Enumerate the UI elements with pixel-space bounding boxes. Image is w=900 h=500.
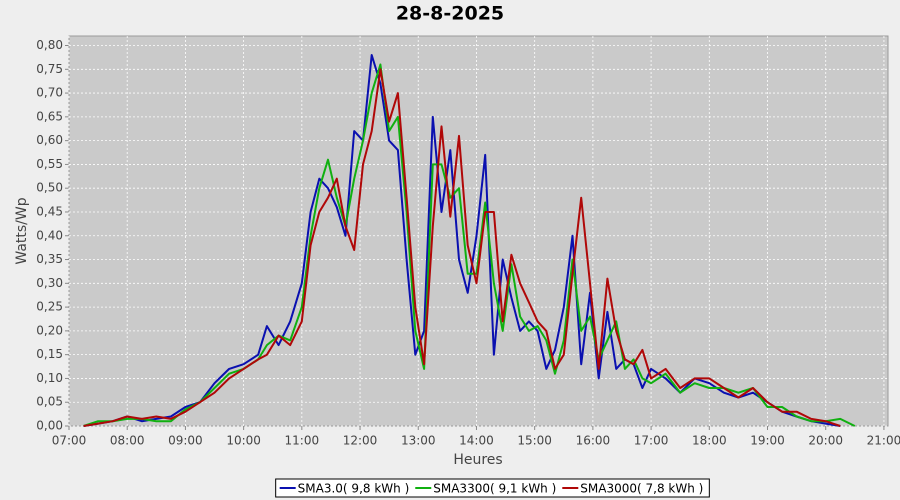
x-tick-label: 11:00 (285, 434, 320, 448)
plot-area (68, 35, 889, 427)
x-tick-label: 14:00 (459, 434, 494, 448)
x-tick-label: 13:00 (401, 434, 436, 448)
series-line (83, 54, 841, 427)
legend-label: SMA3.0( 9,8 kWh ) (298, 482, 410, 496)
y-tick-label: 0,45 (36, 204, 63, 218)
x-tick-label: 09:00 (168, 434, 203, 448)
x-tick-label: 20:00 (808, 434, 843, 448)
y-tick-label: 0,10 (36, 371, 63, 385)
y-tick-label: 0,70 (36, 86, 63, 100)
x-tick-label: 15:00 (517, 434, 552, 448)
series-line (83, 68, 841, 427)
x-tick-label: 17:00 (634, 434, 669, 448)
x-tick-label: 08:00 (110, 434, 145, 448)
y-tick-label: 0,30 (36, 276, 63, 290)
y-tick-label: 0,80 (36, 38, 63, 52)
y-tick-label: 0,40 (36, 228, 63, 242)
legend-label: SMA3300( 9,1 kWh ) (433, 482, 556, 496)
y-tick-label: 0,60 (36, 133, 63, 147)
x-axis-label: Heures (453, 452, 502, 468)
legend: SMA3.0( 9,8 kWh ) SMA3300( 9,1 kWh ) SMA30… (275, 478, 710, 498)
y-tick-label: 0,25 (36, 300, 63, 314)
x-tick-label: 12:00 (343, 434, 378, 448)
x-tick-label: 19:00 (750, 434, 785, 448)
legend-box (275, 478, 710, 498)
y-axis-label: Watts/Wp (14, 197, 30, 264)
x-tick-label: 10:00 (226, 434, 261, 448)
y-tick-label: 0,05 (36, 395, 63, 409)
y-tick-label: 0,00 (36, 419, 63, 433)
x-tick-label: 16:00 (576, 434, 611, 448)
y-tick-label: 0,20 (36, 323, 63, 337)
y-tick-label: 0,65 (36, 109, 63, 123)
x-tick-label: 18:00 (692, 434, 727, 448)
x-tick-label: 07:00 (52, 434, 87, 448)
legend-label: SMA3000( 7,8 kWh ) (580, 482, 703, 496)
y-tick-label: 0,50 (36, 181, 63, 195)
y-tick-label: 0,75 (36, 62, 63, 76)
y-tick-label: 0,55 (36, 157, 63, 171)
y-tick-label: 0,15 (36, 347, 63, 361)
y-tick-label: 0,35 (36, 252, 63, 266)
chart-title: 28-8-2025 (396, 3, 504, 25)
x-tick-label: 21:00 (867, 434, 900, 448)
